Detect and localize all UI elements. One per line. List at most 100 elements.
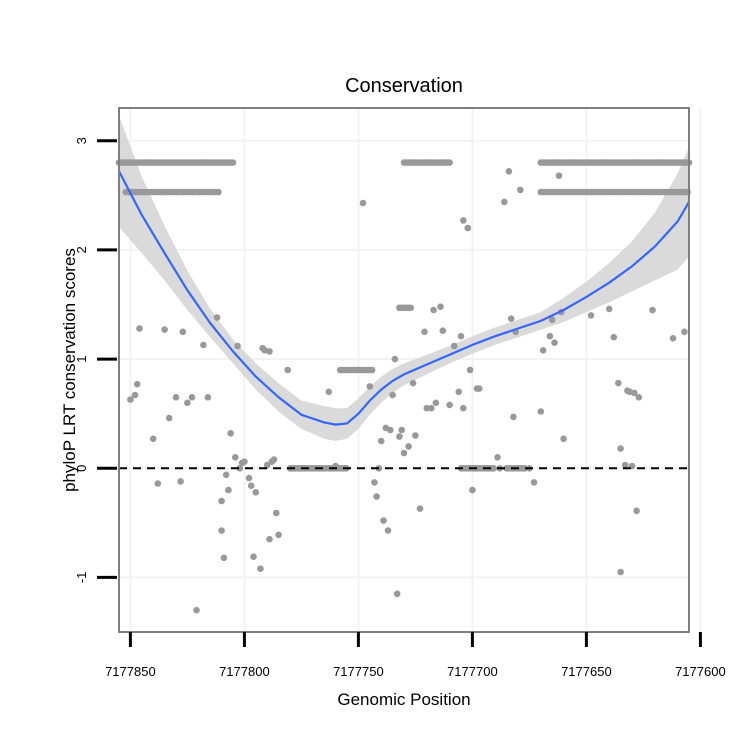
data-point xyxy=(389,391,396,399)
data-point xyxy=(204,394,212,401)
data-point xyxy=(405,443,412,450)
data-point xyxy=(241,458,248,466)
data-point xyxy=(430,306,437,314)
y-tick-label: 1 xyxy=(74,355,89,362)
y-tick-label: 3 xyxy=(74,137,89,144)
data-point xyxy=(548,316,556,324)
data-point xyxy=(631,389,638,397)
data-point xyxy=(460,217,467,224)
data-point xyxy=(446,159,453,166)
data-point xyxy=(133,380,141,388)
data-point xyxy=(537,408,545,415)
data-point xyxy=(391,355,399,363)
x-axis: 7177850 7177800 7177750 7177700 7177650 71776… xyxy=(105,632,726,679)
panel-border xyxy=(118,107,690,633)
data-point xyxy=(218,497,225,505)
data-point xyxy=(521,465,529,472)
data-point xyxy=(177,478,184,485)
data-point xyxy=(393,590,401,598)
data-point xyxy=(165,414,173,422)
data-point xyxy=(193,606,200,614)
data-point xyxy=(227,430,234,437)
data-point xyxy=(179,328,187,336)
x-axis-title: Genomic Position xyxy=(337,690,470,709)
x-tick-label: 7177800 xyxy=(219,664,270,679)
data-point xyxy=(530,479,538,486)
data-point xyxy=(649,306,656,314)
data-point xyxy=(220,554,228,562)
data-point xyxy=(284,366,292,374)
x-tick-label: 7177650 xyxy=(561,664,612,679)
data-point xyxy=(469,486,476,494)
data-point xyxy=(232,454,239,461)
x-tick-label: 7177600 xyxy=(675,664,726,679)
data-point xyxy=(387,426,394,434)
data-point xyxy=(450,342,458,350)
data-point xyxy=(127,396,134,403)
data-point xyxy=(621,461,629,469)
data-point xyxy=(136,325,143,332)
data-point xyxy=(234,342,241,350)
data-point xyxy=(475,385,483,392)
x-tick-label: 7177850 xyxy=(105,664,156,679)
y-tick-label: 2 xyxy=(74,246,89,253)
data-point xyxy=(517,186,524,194)
y-tick-label: 0 xyxy=(74,465,89,472)
data-point xyxy=(510,413,517,421)
data-point xyxy=(257,565,264,572)
data-point xyxy=(605,305,613,313)
data-point xyxy=(617,568,624,576)
data-point xyxy=(400,449,408,457)
data-point xyxy=(359,199,367,207)
data-point xyxy=(263,461,271,469)
data-point xyxy=(457,332,465,340)
smooth-trend-line xyxy=(118,170,690,426)
data-point xyxy=(615,379,622,387)
y-axis-title: phyloP LRT conservation scores xyxy=(60,248,79,492)
data-point xyxy=(460,404,467,412)
data-point xyxy=(213,314,221,321)
grid-lines xyxy=(119,108,702,632)
data-point xyxy=(236,465,244,472)
data-point xyxy=(266,535,273,543)
data-point xyxy=(275,531,282,539)
data-point xyxy=(273,509,280,517)
confidence-ribbon xyxy=(119,115,689,441)
data-point xyxy=(407,304,415,312)
smooth-curve xyxy=(118,170,690,426)
data-point xyxy=(250,553,257,560)
data-point xyxy=(218,527,225,534)
data-point xyxy=(505,168,513,175)
data-point xyxy=(423,404,431,412)
data-point xyxy=(149,435,157,443)
data-point xyxy=(245,474,253,482)
data-point xyxy=(215,188,222,196)
data-point xyxy=(669,335,677,342)
x-tick-label: 7177750 xyxy=(333,664,384,679)
data-point xyxy=(551,339,558,347)
data-point xyxy=(247,482,255,490)
data-point xyxy=(560,435,567,443)
data-point xyxy=(368,366,376,374)
data-point xyxy=(325,388,333,396)
data-point xyxy=(184,399,191,407)
data-point xyxy=(428,404,435,412)
data-point xyxy=(501,198,508,206)
data-point xyxy=(416,505,424,512)
data-point xyxy=(635,394,643,401)
data-point xyxy=(398,426,406,434)
data-point xyxy=(131,391,139,399)
data-point xyxy=(172,394,180,401)
data-point xyxy=(188,394,196,401)
data-point xyxy=(490,465,498,472)
data-point xyxy=(681,328,688,336)
data-point xyxy=(377,437,385,445)
data-point xyxy=(222,471,230,479)
data-point xyxy=(252,489,260,496)
y-axis: -1 0 1 2 3 xyxy=(74,137,117,583)
data-point xyxy=(587,312,595,319)
ribbon-band xyxy=(119,115,689,441)
chart-title: Conservation xyxy=(345,75,463,97)
data-point xyxy=(421,328,428,336)
